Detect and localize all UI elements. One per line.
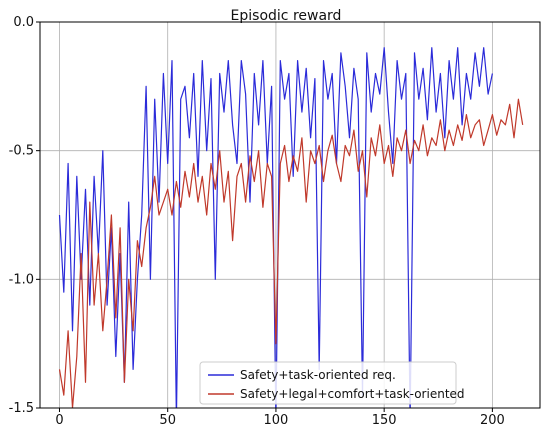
plot-frame — [39, 21, 541, 409]
axis-ticks: 0 50 100 150 200 0.0 -0.5 -1.0 -1.5 — [9, 15, 505, 428]
series-lines — [58, 47, 524, 408]
legend-label-series-1: Safety+task-oriented req. — [240, 368, 396, 382]
x-tick-label-4: 200 — [480, 413, 505, 428]
y-tick-label-3: -1.5 — [9, 401, 34, 416]
y-tick-label-2: -1.0 — [9, 272, 34, 287]
y-tick-label-1: -0.5 — [9, 144, 34, 159]
legend-label-series-2: Safety+legal+comfort+task-oriented — [240, 387, 465, 401]
legend: Safety+task-oriented req. Safety+legal+c… — [199, 361, 465, 405]
x-tick-label-2: 100 — [264, 413, 289, 428]
x-tick-label-0: 0 — [55, 413, 63, 428]
legend-box — [199, 361, 457, 405]
series-line-2 — [58, 98, 524, 408]
chart-title: Episodic reward — [231, 8, 342, 24]
x-tick-label-3: 150 — [372, 413, 397, 428]
x-tick-label-1: 50 — [159, 413, 176, 428]
y-tick-label-0: 0.0 — [13, 15, 34, 30]
